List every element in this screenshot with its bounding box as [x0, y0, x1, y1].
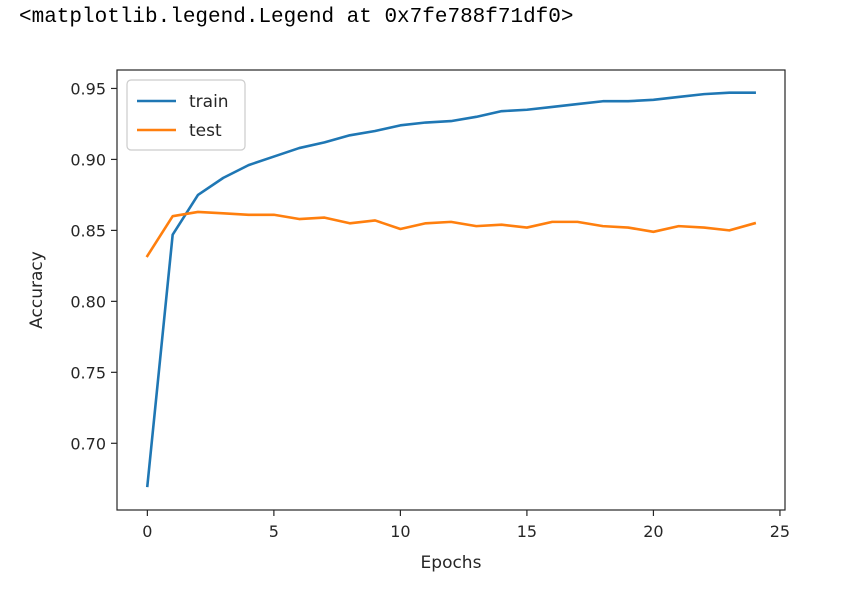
x-axis-label: Epochs	[421, 553, 482, 573]
y-tick-label: 0.85	[70, 221, 106, 240]
legend-label-train: train	[189, 92, 229, 112]
x-tick-label: 20	[643, 522, 663, 541]
y-tick-label: 0.70	[70, 434, 106, 453]
series-layer	[145, 91, 757, 488]
series-line-test	[145, 210, 757, 258]
x-tick-label: 25	[770, 522, 790, 541]
y-tick-label: 0.80	[70, 292, 106, 311]
x-tick-label: 5	[269, 522, 279, 541]
x-axis-ticks: 0 5 10 15 20 25	[142, 510, 790, 541]
x-tick-label: 10	[390, 522, 410, 541]
legend-label-test: test	[189, 121, 222, 141]
y-tick-label: 0.95	[70, 79, 106, 98]
plot-frame	[116, 69, 786, 511]
y-tick-label: 0.90	[70, 150, 106, 169]
y-tick-label: 0.75	[70, 363, 106, 382]
x-tick-label: 15	[517, 522, 537, 541]
legend: train test	[126, 79, 246, 151]
legend-box	[126, 79, 246, 151]
series-line-train	[145, 91, 756, 488]
cell-output-text: <matplotlib.legend.Legend at 0x7fe788f71…	[19, 6, 574, 29]
y-axis-ticks: 0.70 0.75 0.80 0.85 0.90 0.95	[70, 79, 117, 453]
y-axis-label: Accuracy	[27, 251, 47, 329]
x-tick-label: 0	[142, 522, 152, 541]
